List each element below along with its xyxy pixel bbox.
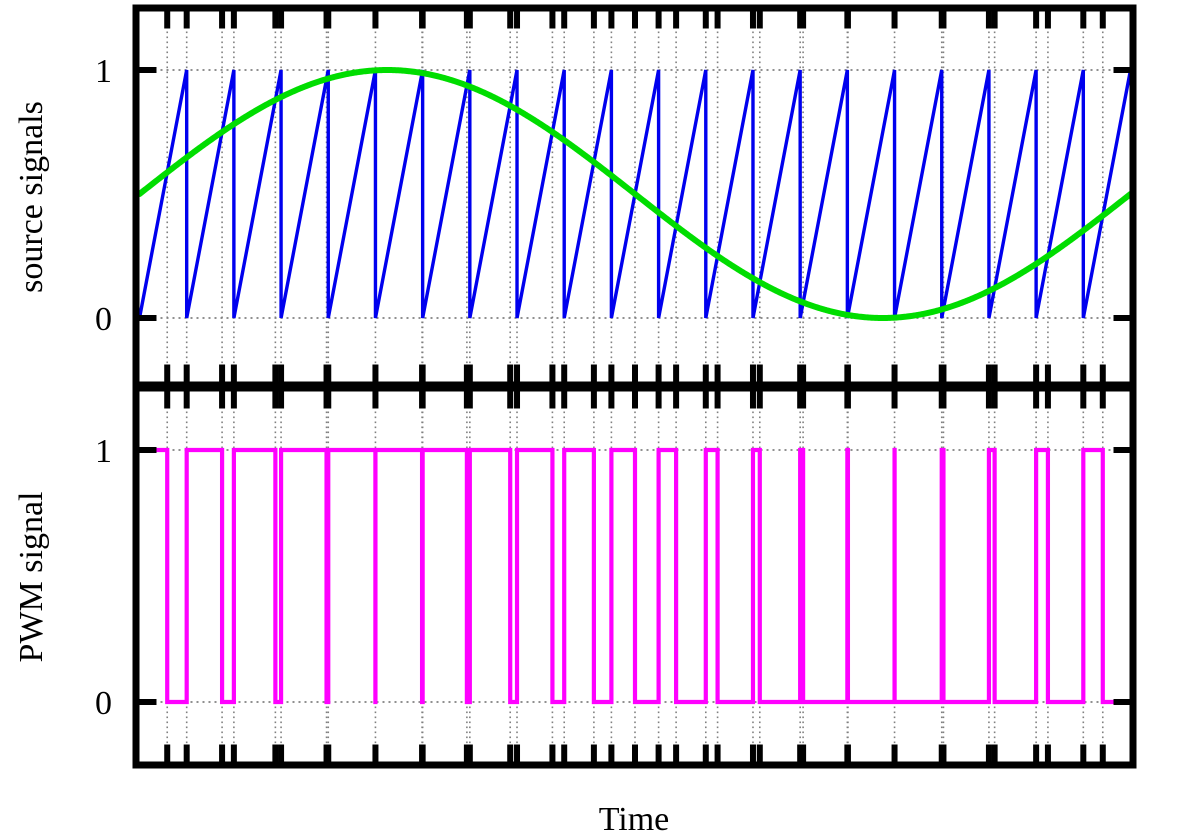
y-tick-label-top-1: 1	[95, 53, 112, 90]
x-axis-label: Time	[599, 801, 670, 838]
y-tick-label-bottom-1: 1	[95, 433, 112, 470]
y-axis-label-pwm-signal: PWM signal	[13, 492, 50, 663]
pwm-output-line	[139, 447, 1131, 705]
y-tick-label-top-0: 0	[95, 301, 112, 338]
horizontal-gridlines-top	[136, 69, 1134, 319]
sine-reference-line	[136, 67, 1134, 321]
y-axis-label-source-signals: source signals	[13, 101, 50, 293]
panel-pwm-signal: 1 0 PWM signal	[13, 384, 1137, 769]
y-ticks-top	[137, 67, 1133, 321]
panel-bottom-frame	[132, 384, 1137, 769]
y-tick-label-bottom-0: 0	[95, 685, 112, 722]
x-ticks	[164, 11, 1106, 762]
y-ticks-bottom	[137, 447, 1133, 705]
panel-source-signals: 1 0 source signals	[13, 4, 1137, 389]
